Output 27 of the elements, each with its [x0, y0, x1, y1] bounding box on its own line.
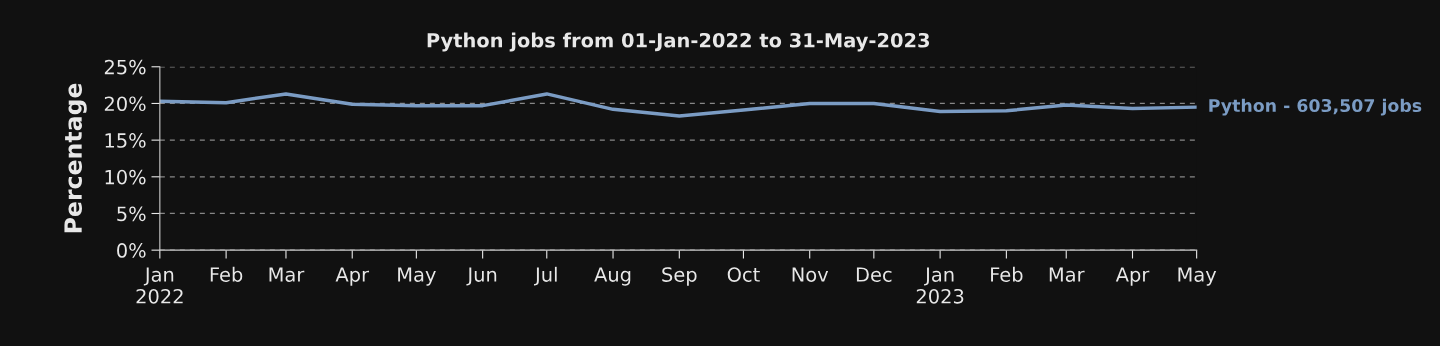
- x-tick-label: Jan 2022: [136, 267, 183, 304]
- y-tick-label: 20%: [104, 96, 146, 112]
- x-tick-label: May: [398, 267, 436, 286]
- x-tick-label: Apr: [1115, 267, 1150, 286]
- x-tick-label: Mar: [1049, 267, 1085, 282]
- y-tick-label: 10%: [105, 169, 146, 185]
- x-tick-label: Aug: [594, 267, 631, 286]
- y-axis-title: Percentage: [64, 83, 87, 233]
- x-tick-label: Mar: [269, 267, 305, 282]
- x-tick-label: Dec: [856, 267, 892, 282]
- series-label: Python - 603,507 jobs: [1209, 98, 1422, 116]
- y-tick-label: 0%: [117, 243, 146, 258]
- y-tick-label: 15%: [105, 133, 146, 148]
- x-tick-label: Sep: [662, 267, 697, 286]
- line-series: [159, 92, 1197, 118]
- x-tick-label: Feb: [210, 266, 243, 282]
- chart-title: Python jobs from 01-Jan-2022 to 31-May-2023: [427, 32, 930, 52]
- x-tick-label: Jun: [466, 267, 497, 286]
- x-tick-label: Nov: [792, 267, 829, 282]
- x-tick-label: Apr: [335, 267, 370, 286]
- y-tick-label: 25%: [104, 59, 146, 75]
- x-tick-label: Oct: [727, 267, 760, 282]
- y-tick-label: 5%: [117, 206, 146, 222]
- x-tick-label: May: [1178, 267, 1217, 286]
- x-tick-label: Jan 2023: [916, 267, 964, 304]
- x-tick-label: Jul: [534, 266, 557, 286]
- x-tick-label: Feb: [991, 266, 1023, 282]
